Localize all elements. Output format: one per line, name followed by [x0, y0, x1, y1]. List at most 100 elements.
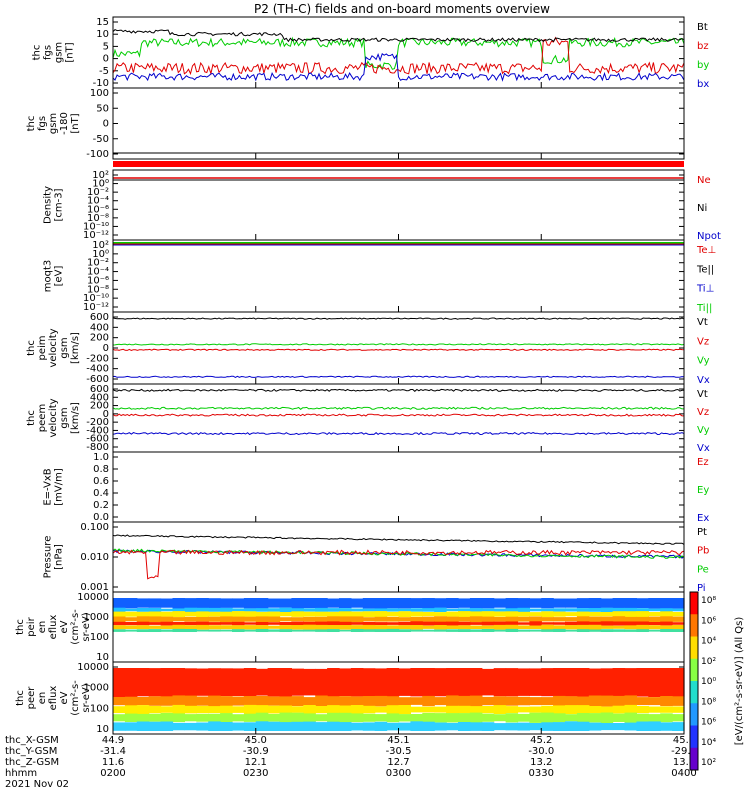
legend-fgs-2: by	[697, 60, 709, 71]
y-tick-label: 10	[96, 652, 109, 663]
spectro-cell	[434, 713, 447, 723]
y-tick-label: 0.001	[80, 582, 109, 593]
spectro-cell	[469, 611, 483, 617]
spectro-cell	[624, 629, 637, 632]
spectro-cell	[553, 668, 566, 697]
series-Vt	[112, 388, 685, 392]
spectro-cell	[148, 611, 162, 617]
spectro-cell	[517, 607, 530, 612]
spectro-cell	[362, 617, 376, 622]
panel-ylabel: moqt3[eV]	[43, 260, 65, 293]
spectro-cell	[517, 696, 530, 706]
ylabel-line: moqt3	[43, 260, 54, 293]
spectro-cell	[672, 625, 685, 630]
spectro-cell	[600, 668, 614, 697]
spectro-cell	[243, 722, 257, 731]
spectro-cell	[350, 625, 364, 630]
y-tick-label: 10⁻¹²	[83, 302, 109, 313]
spectro-cell	[196, 617, 209, 622]
spectro-cell	[124, 622, 138, 626]
spectro-cell	[315, 668, 328, 696]
spectro-cell	[303, 621, 316, 626]
spectro-cell	[434, 621, 447, 626]
spectro-cell	[505, 598, 519, 609]
y-tick-label: 200	[90, 401, 109, 412]
spectro-cell	[255, 695, 269, 707]
spectro-cell	[529, 598, 542, 608]
ylabel-line: [nPa]	[54, 544, 65, 570]
spectro-cell	[279, 607, 292, 612]
spectro-cell	[196, 668, 209, 696]
spectro-cell	[243, 616, 257, 622]
spectro-cell	[398, 625, 411, 630]
ylabel-line: gsm	[54, 42, 65, 63]
spectro-cell	[588, 629, 602, 632]
spectro-cell	[374, 611, 388, 618]
spectro-cell	[481, 713, 495, 722]
spectro-cell	[505, 628, 519, 632]
spectro-cell	[386, 713, 400, 723]
spectro-cell	[588, 621, 602, 626]
spectro-cell	[612, 629, 626, 632]
y-tick-label: 10⁻⁶	[87, 204, 109, 215]
spectro-cell	[279, 705, 292, 714]
spectro-cell	[517, 625, 530, 629]
colorbar-tick-label: 10²	[701, 758, 716, 768]
spectro-cell	[565, 625, 578, 630]
ylabel-line: gsm	[48, 113, 59, 134]
spectro-cell	[255, 611, 269, 617]
ylabel-line: eV	[59, 691, 70, 704]
x-tick-label: 12.7	[387, 757, 409, 768]
spectro-cell	[184, 629, 197, 632]
spectro-cell	[243, 611, 257, 617]
spectro-cell	[148, 625, 162, 629]
spectro-cell	[113, 629, 126, 632]
spectro-cell	[291, 625, 304, 630]
legend-pressure-2: Pe	[697, 564, 709, 575]
spectro-cell	[493, 705, 507, 714]
spectro-cell	[576, 705, 590, 714]
spectro-cell	[648, 714, 661, 722]
spectro-cell	[113, 697, 126, 706]
spectro-cell	[469, 668, 483, 697]
spectro-cell	[434, 598, 447, 608]
colorbar-swatch	[690, 636, 698, 660]
spectro-cell	[612, 611, 626, 618]
spectro-cell	[136, 629, 150, 632]
spectro-cell	[279, 625, 292, 630]
ylabel-line: peem	[37, 404, 48, 432]
spectro-cell	[184, 598, 197, 608]
spectro-cell	[648, 608, 661, 612]
spectro-cell	[386, 622, 400, 625]
y-tick-label: 10⁻¹⁰	[83, 221, 109, 232]
spectro-cell	[434, 722, 447, 731]
spectro-cell	[303, 611, 316, 617]
spectro-cell	[398, 598, 411, 609]
spectro-cell	[672, 668, 685, 697]
spectro-cell	[576, 721, 590, 731]
spectro-cell	[386, 625, 400, 630]
spectro-cell	[446, 713, 459, 723]
legend-peem_v-2: Vy	[697, 425, 710, 436]
spectro-cell	[124, 598, 138, 609]
spectro-cell	[458, 611, 471, 618]
spectro-cell	[113, 611, 126, 617]
spectro-cell	[422, 668, 435, 697]
spectro-cell	[493, 611, 507, 617]
y-tick-label: 0	[103, 119, 109, 130]
y-tick-label: 0	[103, 409, 109, 420]
spectro-cell	[160, 629, 174, 632]
y-tick-label: -5	[99, 66, 109, 77]
spectro-cell	[350, 705, 364, 715]
spectro-cell	[160, 608, 174, 612]
spectro-cell	[505, 696, 519, 706]
spectro-cell	[553, 705, 566, 714]
spectro-cell	[232, 714, 245, 722]
spectro-cell	[208, 721, 221, 731]
ylabel-line: eflux	[48, 615, 59, 640]
spectro-cell	[529, 625, 542, 629]
spectro-cell	[243, 696, 257, 707]
spectro-cell	[493, 723, 507, 731]
spectro-cell	[267, 616, 281, 622]
spectro-cell	[255, 616, 269, 622]
